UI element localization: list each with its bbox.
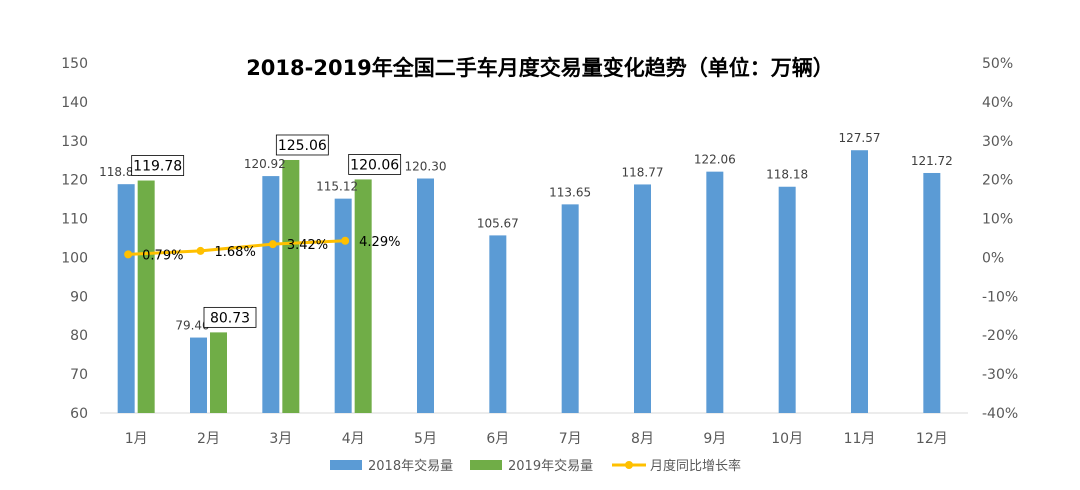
data-label-box-2019 — [203, 306, 257, 328]
chart-title: 2018-2019年全国二手车月度交易量变化趋势（单位：万辆） — [246, 56, 834, 80]
y-left-tick-label: 70 — [70, 367, 88, 383]
data-label-2018: 120.30 — [405, 160, 447, 174]
data-label-2018: 113.65 — [549, 185, 591, 199]
legend-label: 2018年交易量 — [368, 458, 453, 474]
data-label-2019: 119.78 — [133, 159, 182, 175]
bar-2018 — [117, 184, 135, 413]
data-label-2018: 79.40 — [175, 319, 209, 333]
x-tick-label: 3月 — [269, 431, 292, 447]
bar-2018 — [778, 186, 796, 413]
y-left-tick-label: 150 — [61, 56, 88, 72]
axis-layer: 60 70 80 90 100 110 120 130 140 150 -40% -30% -20% -1… — [61, 56, 1018, 447]
y-left-tick-label: 80 — [70, 328, 88, 344]
x-tick-label: 11月 — [844, 431, 876, 447]
legend-item-2019: 2019年交易量 — [470, 458, 593, 474]
y-right-tick-label: -40% — [982, 406, 1018, 422]
y-right-tick-label: 40% — [982, 95, 1013, 111]
x-tick-label: 6月 — [486, 431, 509, 447]
y-right-tick-label: -30% — [982, 367, 1018, 383]
y-left-tick-label: 130 — [61, 134, 88, 150]
y-right-tick-label: -20% — [982, 328, 1018, 344]
growth-rate-point — [268, 240, 277, 249]
x-tick-label: 1月 — [125, 431, 148, 447]
growth-rate-label: 3.42% — [287, 238, 328, 253]
data-label-2019: 80.73 — [210, 310, 250, 326]
bar-2018 — [706, 171, 724, 413]
y-right-tick-label: 20% — [982, 173, 1013, 189]
bar-2018 — [489, 235, 507, 413]
y-left-tick-label: 140 — [61, 95, 88, 111]
x-tick-label: 9月 — [703, 431, 726, 447]
bar-2018 — [334, 198, 352, 413]
bar-2018 — [634, 184, 651, 413]
legend-label: 2019年交易量 — [508, 458, 593, 474]
data-label-box-2019 — [275, 134, 329, 156]
y-left-tick-label: 110 — [61, 212, 88, 228]
bar-2018 — [851, 150, 868, 413]
data-label-2018: 118.18 — [766, 168, 808, 182]
legend-label: 月度同比增长率 — [650, 458, 741, 474]
data-label-box-2019 — [348, 154, 402, 175]
data-label-2019: 120.06 — [350, 157, 399, 173]
legend-item-2018: 2018年交易量 — [330, 458, 453, 474]
y-left-tick-label: 60 — [70, 406, 88, 422]
y-left-tick-label: 120 — [61, 173, 88, 189]
y-right-tick-label: 0% — [982, 250, 1004, 266]
legend-swatch-marker — [625, 461, 633, 469]
growth-rate-point — [341, 236, 350, 245]
data-label-2018: 127.57 — [839, 131, 881, 145]
data-label-2018: 121.72 — [911, 154, 953, 168]
y-right-tick-label: 50% — [982, 56, 1013, 72]
bar-2019 — [210, 332, 227, 413]
legend-swatch — [470, 460, 502, 470]
growth-rate-line — [128, 239, 346, 256]
x-tick-label: 10月 — [771, 431, 803, 447]
data-label-2018: 122.06 — [694, 153, 736, 167]
bar-2018 — [417, 178, 434, 413]
bar-2019 — [354, 179, 372, 413]
growth-rate-point — [196, 246, 205, 255]
y-right-tick-label: 10% — [982, 212, 1013, 228]
bar-2018 — [190, 337, 207, 413]
growth-rate-label: 4.29% — [359, 235, 400, 250]
bar-2018 — [923, 172, 941, 413]
legend-item-growth-rate: 月度同比增长率 — [612, 458, 741, 474]
x-tick-label: 4月 — [342, 431, 365, 447]
y-right-tick-label: 30% — [982, 134, 1013, 150]
growth-rate-point — [124, 250, 133, 259]
data-label-2018: 118.77 — [622, 165, 664, 179]
data-label-box-2019 — [131, 155, 185, 176]
y-right-tick-label: -10% — [982, 289, 1018, 305]
data-label-2018: 118.84 — [99, 165, 141, 179]
x-tick-label: 5月 — [414, 431, 437, 447]
y-left-tick-label: 90 — [70, 289, 88, 305]
legend-swatch — [330, 460, 362, 470]
legend: 2018年交易量 2019年交易量 月度同比增长率 — [330, 458, 741, 474]
data-label-2018: 120.92 — [244, 157, 286, 171]
x-tick-label: 12月 — [916, 431, 948, 447]
growth-rate-label: 0.79% — [142, 248, 183, 263]
bar-2019 — [137, 180, 155, 413]
bar-layer — [117, 150, 941, 413]
line-layer — [124, 236, 350, 259]
y-left-tick-label: 100 — [61, 250, 88, 266]
x-tick-label: 8月 — [631, 431, 654, 447]
x-tick-label: 7月 — [559, 431, 582, 447]
data-label-2018: 105.67 — [477, 216, 519, 230]
bar-2018 — [561, 204, 579, 413]
growth-rate-label: 1.68% — [215, 245, 256, 260]
data-label-2019: 125.06 — [278, 138, 327, 154]
x-tick-label: 2月 — [197, 431, 220, 447]
data-label-2018: 115.12 — [316, 180, 358, 194]
bar-2019 — [282, 159, 300, 413]
bar-2018 — [262, 176, 280, 413]
